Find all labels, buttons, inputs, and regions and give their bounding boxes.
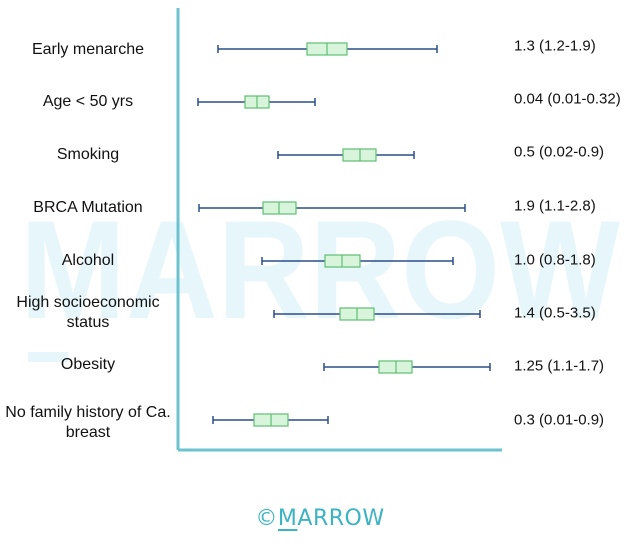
row-label: Age < 50 yrs (42, 93, 134, 110)
plot-marks (197, 42, 491, 427)
row-value: 0.3 (0.01-0.9) (514, 411, 605, 429)
plot-axis (176, 8, 502, 452)
row-value: 0.04 (0.01-0.32) (514, 90, 621, 108)
row-value: 1.4 (0.5-3.5) (514, 304, 596, 322)
row-label: High socioeconomic status (16, 294, 160, 331)
row-label: Smoking (56, 146, 120, 163)
row-value: 1.25 (1.1-1.7) (514, 357, 605, 375)
row-value: 1.3 (1.2-1.9) (514, 37, 596, 55)
row-value: 1.9 (1.1-2.8) (514, 197, 596, 215)
copyright-symbol: © (255, 506, 278, 531)
footer-brand-logo: ©MARROW (0, 506, 640, 531)
brand-name: ARROW (297, 506, 385, 531)
brand-initial: M (277, 506, 298, 531)
row-label: No family history of Ca. breast (5, 404, 171, 441)
row-label: BRCA Mutation (33, 199, 143, 216)
row-label: Obesity (60, 356, 116, 373)
row-value: 1.0 (0.8-1.8) (514, 251, 596, 269)
row-value: 0.5 (0.02-0.9) (514, 143, 605, 161)
row-label: Alcohol (61, 252, 115, 269)
row-label: Early menarche (31, 41, 145, 58)
